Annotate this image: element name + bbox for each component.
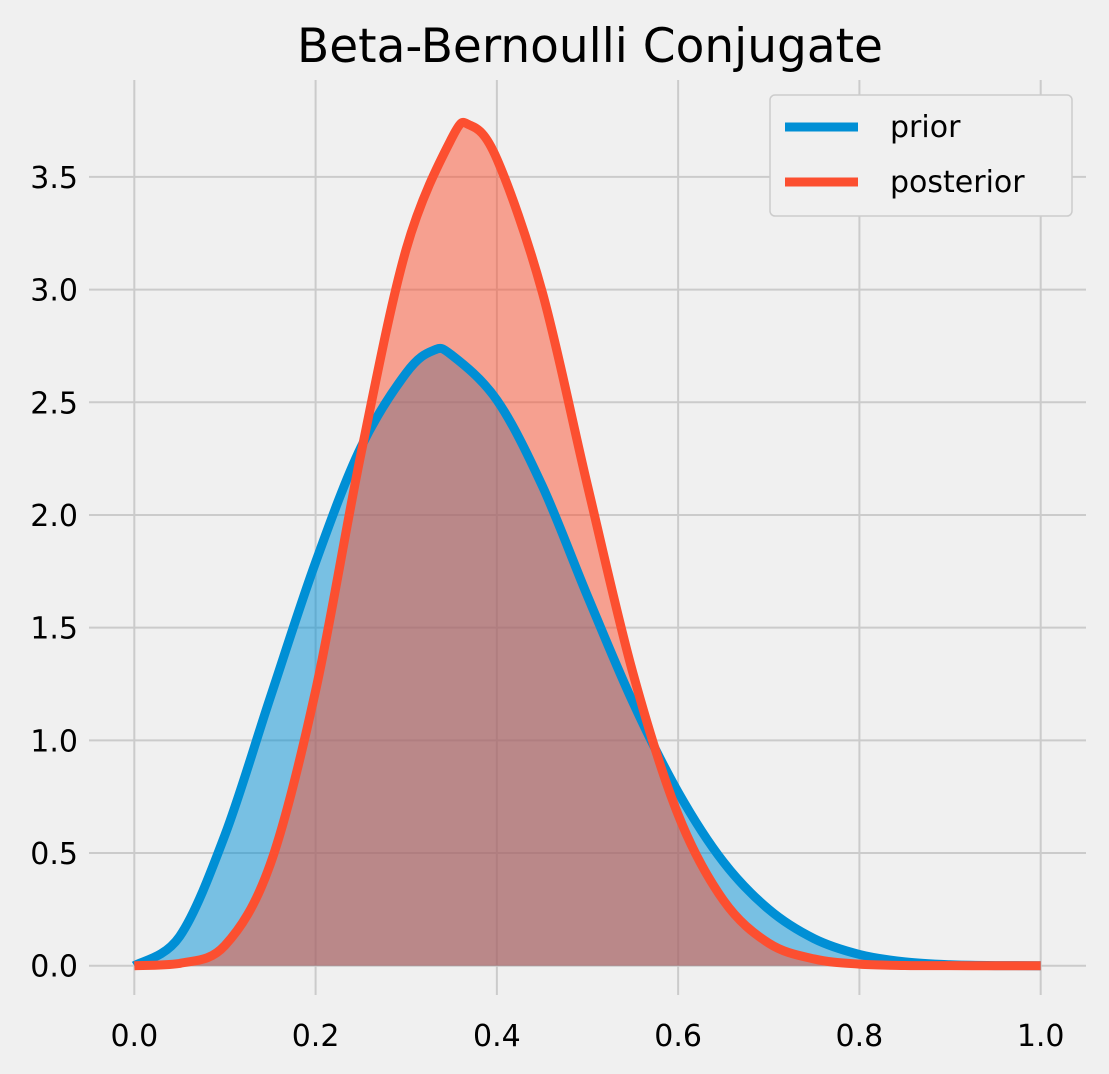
series-lines [131, 118, 1041, 971]
y-tick-label: 0.0 [30, 950, 78, 985]
series-line-prior [131, 343, 1041, 971]
legend-label-posterior: posterior [890, 165, 1025, 200]
y-axis-ticks: 0.0 0.5 1.0 1.5 2.0 2.5 3.0 3.5 [30, 161, 78, 985]
series-line-posterior [134, 118, 1041, 971]
x-tick-label: 0.2 [292, 1019, 340, 1054]
x-tick-label: 0.8 [836, 1019, 884, 1054]
y-tick-label: 1.5 [30, 612, 78, 647]
x-tick-label: 1.0 [1017, 1019, 1065, 1054]
y-tick-label: 2.5 [30, 386, 78, 421]
legend: prior posterior [769, 94, 1073, 217]
x-axis-ticks: 0.0 0.2 0.4 0.6 0.8 1.0 [110, 1019, 1064, 1054]
y-tick-label: 3.5 [30, 161, 78, 196]
x-tick-label: 0.0 [110, 1019, 158, 1054]
y-tick-label: 2.0 [30, 499, 78, 534]
series-fills [134, 122, 1041, 966]
y-tick-label: 0.5 [30, 837, 78, 872]
series-fill-posterior [134, 122, 1041, 966]
chart-title: Beta-Bernoulli Conjugate [297, 19, 883, 74]
legend-label-prior: prior [890, 110, 961, 145]
y-tick-label: 1.0 [30, 724, 78, 759]
x-tick-label: 0.4 [473, 1019, 521, 1054]
y-tick-label: 3.0 [30, 274, 78, 309]
x-tick-label: 0.6 [654, 1019, 702, 1054]
